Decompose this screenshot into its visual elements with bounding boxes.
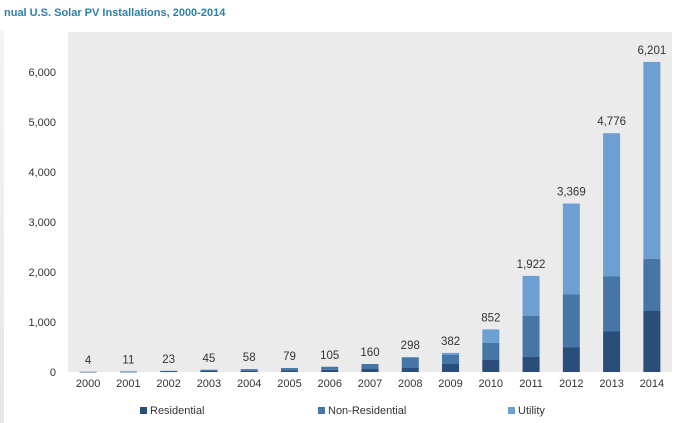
bar-segment-non-residential [442,355,460,364]
x-tick-label: 2000 [76,378,100,390]
bar-segment-residential [321,369,339,372]
bar-segment-residential [522,357,540,372]
x-tick-label: 2003 [197,378,221,390]
bar-segment-non-residential [160,370,178,372]
x-tick-label: 2005 [277,378,301,390]
legend-swatch [318,407,325,414]
data-label: 4 [85,355,92,367]
x-tick-label: 2004 [237,378,261,390]
data-label: 160 [360,347,379,359]
y-tick-label: 4,000 [28,167,56,179]
y-tick-label: 5,000 [28,117,56,129]
legend-label: Non-Residential [328,405,406,417]
bar-segment-residential [603,331,621,372]
x-tick-label: 2007 [358,378,382,390]
data-label: 79 [283,351,296,363]
bar-segment-utility [643,61,661,260]
plot-area [68,32,672,372]
data-label: 23 [162,354,175,366]
bar-segment-utility [562,203,580,295]
legend-label: Residential [150,405,204,417]
bar-segment-residential [562,347,580,372]
bar-segment-utility [442,352,460,355]
bar-segment-non-residential [482,343,500,360]
x-tick-label: 2011 [519,378,543,390]
x-tick-label: 2001 [116,378,140,390]
bar-segment-residential [442,364,460,372]
data-label: 298 [401,340,420,352]
data-label: 105 [320,350,339,362]
bar-segment-non-residential [603,276,621,332]
bar-segment-non-residential [562,294,580,348]
bar-segment-utility [603,133,621,277]
bar-segment-non-residential [321,366,339,370]
bar-segment-non-residential [643,259,661,311]
data-label: 58 [243,352,256,364]
bar-segment-non-residential [401,357,419,368]
x-tick-label: 2010 [479,378,503,390]
x-tick-label: 2014 [640,378,664,390]
data-label: 11 [122,354,134,366]
x-tick-label: 2013 [599,378,623,390]
left-edge-strip [0,30,4,423]
bar-segment-residential [240,370,258,372]
bar-segment-non-residential [200,369,218,371]
data-label: 382 [441,336,460,348]
data-label: 45 [203,353,216,365]
x-tick-label: 2002 [156,378,180,390]
chart-title: nual U.S. Solar PV Installations, 2000-2… [4,7,226,19]
bar-segment-non-residential [361,364,379,369]
bar-segment-residential [401,368,419,372]
bar-segment-non-residential [240,369,258,371]
y-tick-label: 0 [50,367,56,379]
data-label: 3,369 [557,187,586,199]
y-tick-label: 2,000 [28,267,56,279]
bar-segment-utility [522,275,540,316]
bar-segment-residential [200,371,218,372]
bar-segment-non-residential [280,368,298,371]
y-tick-label: 3,000 [28,217,56,229]
x-tick-label: 2006 [317,378,341,390]
data-label: 4,776 [597,116,626,128]
bar-segment-residential [643,311,661,372]
data-label: 6,201 [637,45,666,57]
bar-segment-residential [482,360,500,372]
y-tick-label: 1,000 [28,317,56,329]
bar-segment-non-residential [522,316,540,357]
bar-segment-utility [401,357,419,358]
bar-segment-residential [280,370,298,372]
x-tick-label: 2012 [559,378,583,390]
bar-segment-residential [361,369,379,372]
data-label: 852 [481,312,500,324]
legend-label: Utility [518,405,545,417]
x-tick-label: 2009 [438,378,462,390]
data-label: 1,922 [517,259,546,271]
legend-swatch [508,407,515,414]
bar-segment-non-residential [119,371,137,373]
bar-segment-non-residential [79,371,97,373]
legend-swatch [140,407,147,414]
bar-segment-utility [482,329,500,343]
y-tick-label: 6,000 [28,67,56,79]
bar-segment-residential [160,371,178,373]
x-tick-label: 2008 [398,378,422,390]
